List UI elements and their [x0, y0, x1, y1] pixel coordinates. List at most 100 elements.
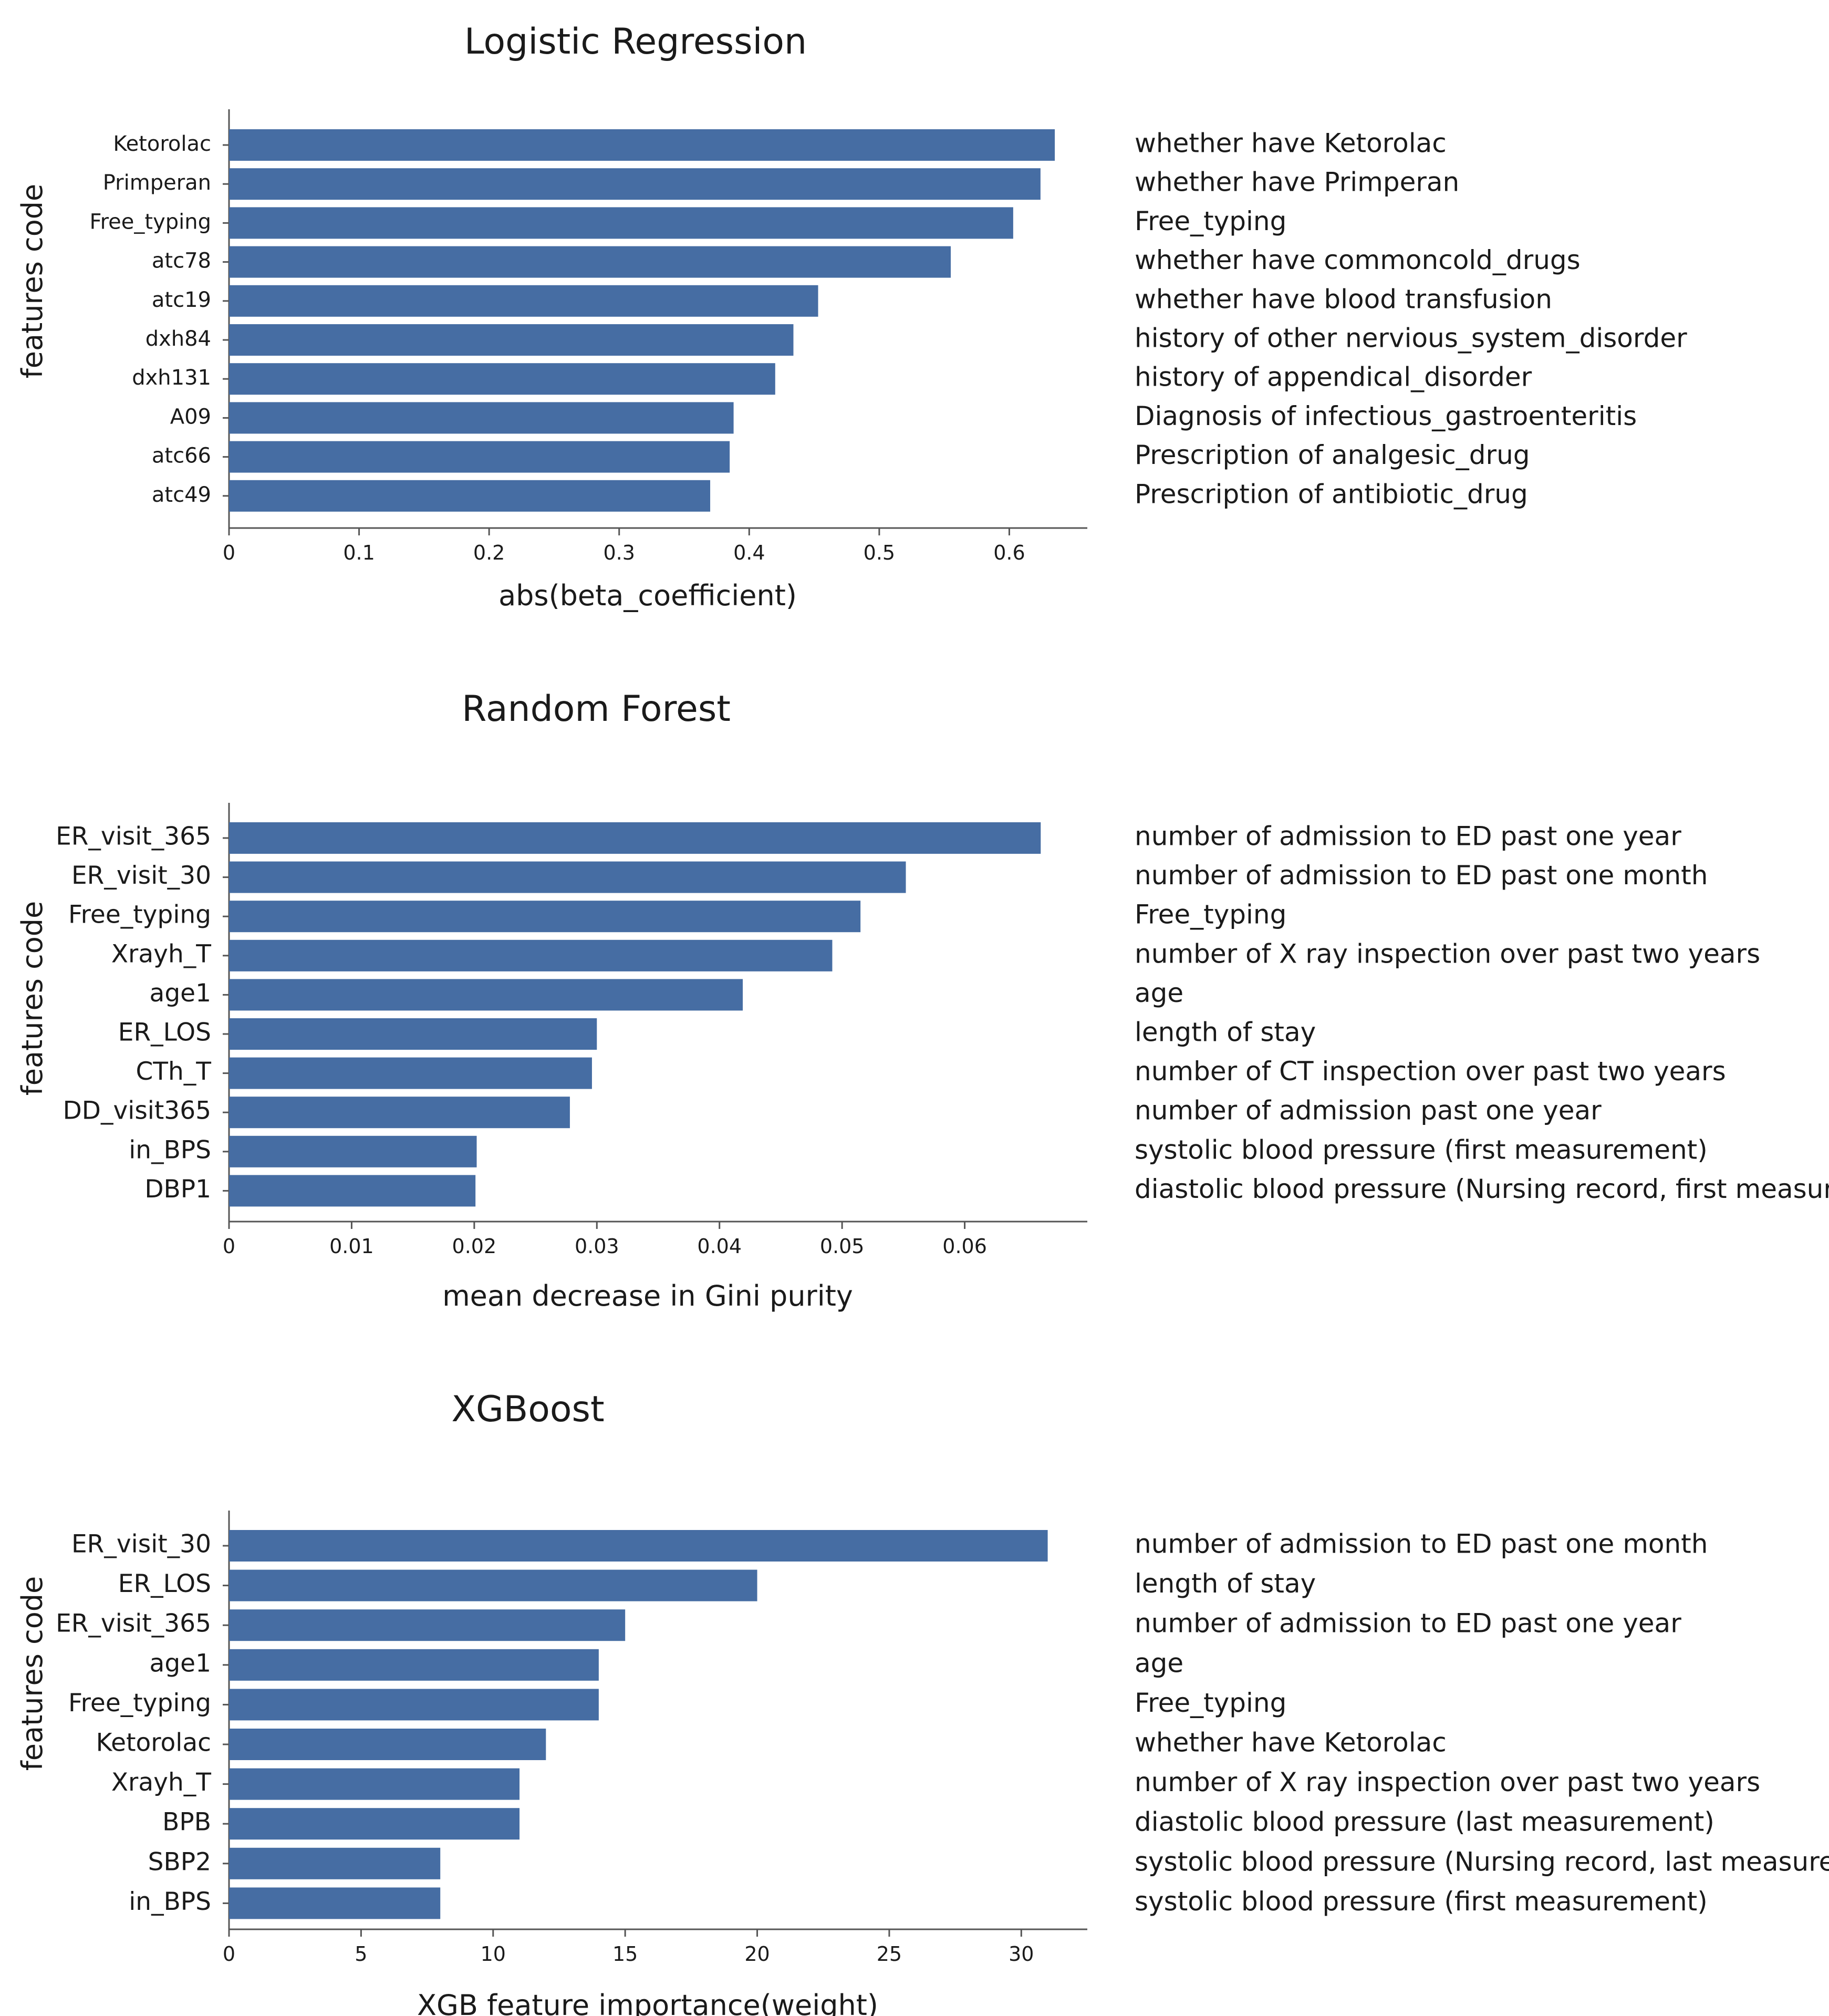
xgb-feature-description: number of admission to ED past one month [1135, 1529, 1708, 1559]
rf-feature-description: length of stay [1135, 1017, 1316, 1048]
rf-category-label: in_BPS [129, 1135, 211, 1164]
rf-x-tick-label: 0 [223, 1235, 235, 1258]
lr-x-tick-label: 0.1 [343, 541, 375, 564]
lr-x-tick-label: 0 [223, 541, 235, 564]
lr-x-tick-label: 0.6 [993, 541, 1025, 564]
rf-bar [229, 1018, 597, 1050]
rf-category-label: CTh_T [136, 1057, 211, 1086]
xgb-category-label: BPB [162, 1808, 211, 1837]
xgb-bar [229, 1569, 757, 1601]
lr-category-label: Free_typing [90, 210, 211, 234]
rf-category-label: DBP1 [144, 1175, 211, 1204]
rf-feature-description: number of admission to ED past one month [1135, 860, 1708, 891]
xgb-x-axis-title: XGB feature importance(weight) [417, 1989, 878, 2016]
xgb-bar [229, 1689, 599, 1721]
rf-feature-description: number of admission past one year [1135, 1095, 1602, 1126]
rf-category-label: DD_visit365 [63, 1097, 211, 1125]
xgb-feature-description: age [1135, 1648, 1183, 1678]
lr-category-label: A09 [170, 405, 211, 429]
lr-category-label: atc66 [152, 444, 211, 468]
xgb-bar [229, 1768, 520, 1800]
lr-feature-description: whether have blood transfusion [1135, 284, 1552, 314]
lr-y-axis-title: features code [16, 184, 49, 379]
xgb-feature-description: systolic blood pressure (first measureme… [1135, 1886, 1708, 1917]
rf-bar [229, 979, 743, 1011]
rf-feature-description: age [1135, 978, 1183, 1008]
lr-title: Logistic Regression [464, 21, 807, 63]
rf-x-axis-title: mean decrease in Gini purity [442, 1279, 853, 1312]
rf-category-label: age1 [150, 979, 211, 1008]
lr-feature-description: history of other nervious_system_disorde… [1135, 323, 1687, 354]
rf-bar [229, 822, 1041, 854]
lr-bar [229, 207, 1013, 239]
lr-feature-description: whether have Ketorolac [1135, 128, 1447, 159]
rf-bar [229, 939, 833, 971]
lr-category-label: Ketorolac [113, 132, 211, 156]
rf-feature-description: number of CT inspection over past two ye… [1135, 1056, 1726, 1087]
xgb-x-tick-label: 25 [877, 1942, 902, 1966]
lr-bar [229, 480, 711, 512]
lr-feature-description: whether have commoncold_drugs [1135, 245, 1581, 275]
rf-x-tick-label: 0.06 [942, 1235, 987, 1258]
xgb-category-label: in_BPS [129, 1887, 211, 1916]
xgb-category-label: ER_LOS [118, 1569, 211, 1598]
xgb-category-label: Xrayh_T [111, 1768, 211, 1797]
rf-x-tick-label: 0.05 [820, 1235, 865, 1258]
xgb-feature-description: number of admission to ED past one year [1135, 1608, 1681, 1639]
xgb-category-label: ER_visit_30 [71, 1530, 211, 1559]
xgb-feature-description: systolic blood pressure (Nursing record,… [1135, 1846, 1829, 1877]
xgb-category-label: Free_typing [68, 1689, 211, 1718]
lr-x-tick-label: 0.2 [473, 541, 505, 564]
lr-category-label: atc78 [152, 249, 211, 273]
xgb-x-tick-label: 10 [481, 1942, 506, 1966]
xgb-feature-description: number of X ray inspection over past two… [1135, 1767, 1760, 1797]
rf-bar [229, 1135, 477, 1167]
lr-chart: Logistic Regression 0 0.1 0.2 0.3 0.4 0.5 0.6 Ke… [16, 21, 1687, 612]
lr-bar [229, 402, 734, 434]
xgb-feature-description: diastolic blood pressure (last measureme… [1135, 1807, 1714, 1837]
rf-x-tick-label: 0.04 [697, 1235, 742, 1258]
rf-bar [229, 1097, 570, 1129]
xgb-feature-description: Free_typing [1135, 1688, 1286, 1718]
lr-feature-description: Free_typing [1135, 206, 1286, 236]
rf-x-tick-label: 0.03 [575, 1235, 619, 1258]
rf-x-tick-label: 0.01 [329, 1235, 374, 1258]
lr-bar [229, 129, 1055, 161]
lr-feature-description: whether have Primperan [1135, 167, 1459, 198]
lr-feature-description: Prescription of antibiotic_drug [1135, 479, 1528, 509]
xgb-bar [229, 1887, 441, 1919]
rf-bar [229, 901, 861, 933]
lr-category-label: dxh131 [132, 366, 211, 390]
lr-x-tick-label: 0.4 [733, 541, 765, 564]
rf-x-tick-label: 0.02 [452, 1235, 497, 1258]
rf-bar [229, 1175, 476, 1207]
lr-bar [229, 363, 775, 395]
xgb-bar [229, 1530, 1048, 1562]
rf-feature-description: diastolic blood pressure (Nursing record… [1135, 1174, 1829, 1204]
lr-x-tick-label: 0.5 [864, 541, 895, 564]
rf-y-axis-title: features code [16, 901, 49, 1096]
xgb-category-label: SBP2 [148, 1847, 211, 1876]
rf-feature-description: number of admission to ED past one year [1135, 821, 1681, 852]
lr-x-axis-title: abs(beta_coefficient) [498, 579, 797, 612]
xgb-bar [229, 1729, 546, 1760]
xgb-feature-description: length of stay [1135, 1568, 1316, 1599]
lr-bar [229, 324, 794, 356]
rf-category-label: Free_typing [68, 901, 211, 929]
lr-feature-description: Diagnosis of infectious_gastroenteritis [1135, 401, 1637, 431]
xgb-x-tick-label: 0 [223, 1942, 235, 1966]
lr-bar [229, 246, 951, 278]
xgb-category-label: ER_visit_365 [56, 1609, 211, 1638]
xgb-bar [229, 1609, 626, 1641]
lr-category-label: Primperan [103, 171, 211, 195]
rf-feature-description: systolic blood pressure (first measureme… [1135, 1134, 1708, 1165]
rf-category-label: Xrayh_T [111, 939, 211, 968]
rf-feature-description: number of X ray inspection over past two… [1135, 938, 1760, 969]
xgb-bar [229, 1847, 441, 1879]
lr-bar [229, 285, 818, 317]
rf-category-label: ER_LOS [118, 1018, 211, 1047]
lr-category-label: atc49 [152, 483, 211, 507]
rf-chart: Random Forest 0 0.01 0.02 0.03 0.04 0.05 0.06 ER… [16, 688, 1829, 1312]
